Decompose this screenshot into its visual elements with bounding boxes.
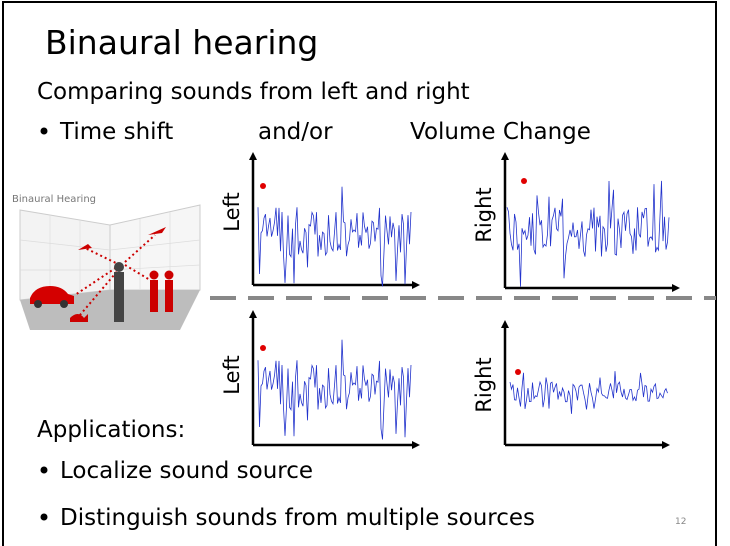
comparison-item: Volume Change xyxy=(410,119,591,145)
applications-heading: Applications: xyxy=(37,417,185,443)
plot-label: Right xyxy=(472,187,496,242)
bullet xyxy=(41,128,48,135)
bullet xyxy=(41,514,48,521)
plot-label: Left xyxy=(220,355,244,395)
page-number: 12 xyxy=(675,517,686,527)
slide: Binaural hearing Comparing sounds from l… xyxy=(0,0,730,546)
marker-dot xyxy=(260,345,266,351)
plot-label: Left xyxy=(220,192,244,232)
marker-dot xyxy=(521,178,527,184)
title: Binaural hearing xyxy=(45,23,318,62)
comparison-item: and/or xyxy=(258,119,333,145)
marker-dot xyxy=(515,369,521,375)
application-item: Distinguish sounds from multiple sources xyxy=(60,505,535,531)
plot-label: Right xyxy=(472,357,496,412)
comparison-item: Time shift xyxy=(59,119,173,145)
subtitle: Comparing sounds from left and right xyxy=(37,79,470,105)
marker-dot xyxy=(260,183,266,189)
image-caption: Binaural Hearing xyxy=(12,194,96,205)
bullet xyxy=(41,467,48,474)
application-item: Localize sound source xyxy=(60,458,313,484)
